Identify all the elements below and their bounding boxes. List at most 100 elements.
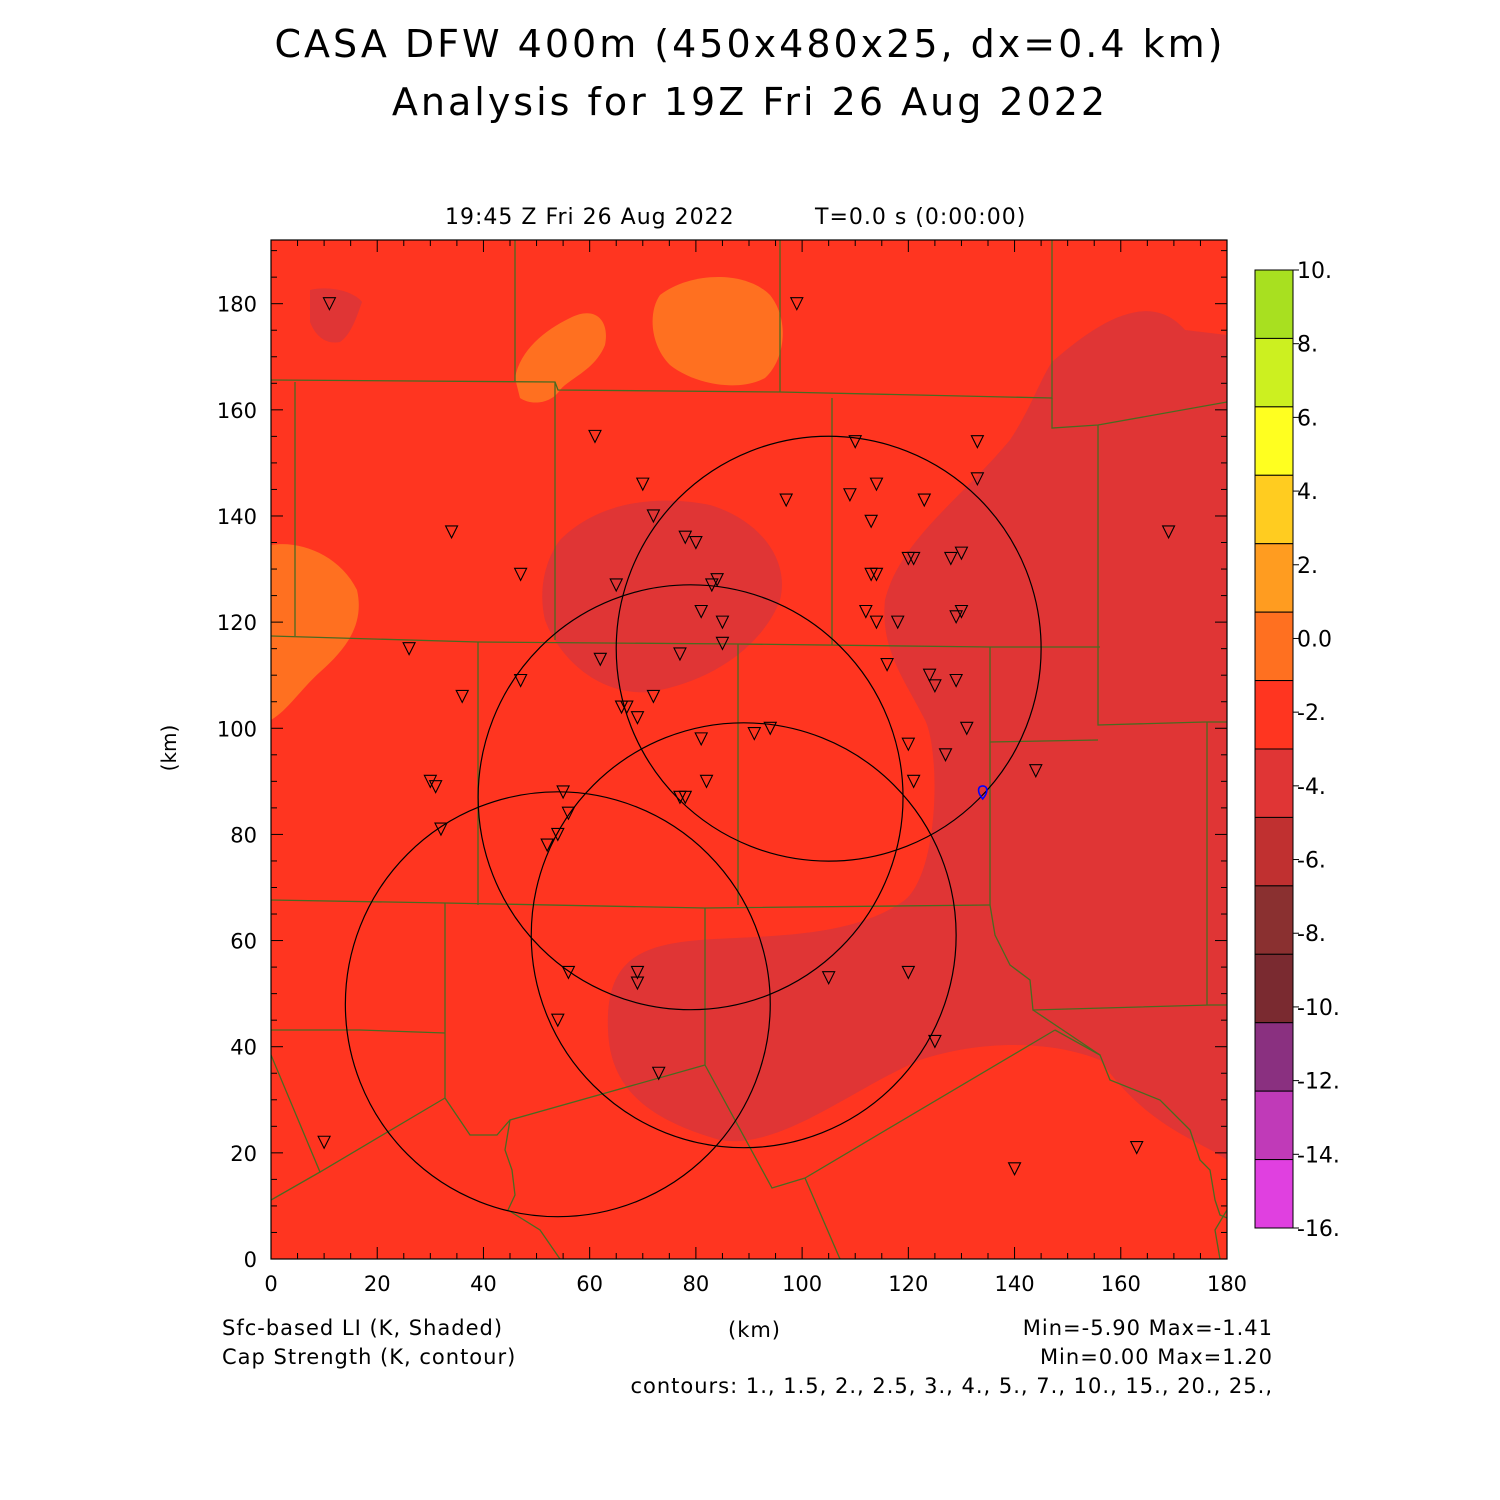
colorbar-label: 8. [1297, 333, 1318, 358]
station-marker [922, 668, 937, 683]
station-markers [317, 297, 1176, 1177]
colorbar-label: -12. [1297, 1070, 1340, 1095]
station-marker [970, 472, 985, 487]
station-marker [1007, 1162, 1022, 1177]
station-marker [779, 493, 794, 508]
contour-field-label: Cap Strength (K, contour) [222, 1345, 517, 1369]
x-tick-label: 20 [364, 1272, 391, 1296]
station-marker [423, 774, 438, 789]
station-marker [434, 822, 448, 837]
station-marker [513, 567, 528, 582]
colorbar-segment [1254, 885, 1294, 955]
colorbar-segment [1254, 680, 1294, 750]
station-marker [673, 647, 687, 662]
station-marker [428, 780, 443, 794]
county-line [444, 903, 706, 1136]
colorbar-label: 2. [1297, 554, 1318, 579]
colorbar-label: 0.0 [1297, 627, 1332, 652]
radar-range-rings [344, 435, 1042, 1218]
x-tick-label: 180 [1207, 1272, 1247, 1296]
station-marker [561, 806, 576, 821]
station-marker [317, 1135, 332, 1150]
y-tick-label: 60 [230, 930, 257, 954]
county-line [1214, 1209, 1227, 1259]
station-marker [694, 604, 709, 619]
colorbar-label: -10. [1297, 996, 1340, 1021]
county-line [271, 899, 991, 909]
plot-frame [270, 239, 1228, 1260]
station-marker [694, 732, 709, 747]
colorbar-label: -14. [1297, 1143, 1340, 1168]
station-marker [821, 971, 836, 985]
station-marker [1129, 1140, 1144, 1155]
contour-levels: contours: 1., 1.5, 2., 2.5, 3., 4., 5., … [630, 1374, 1273, 1398]
county-line [504, 1119, 561, 1259]
station-marker [864, 514, 879, 529]
colorbar-segment [1254, 953, 1294, 1024]
y-tick-label: 160 [217, 399, 257, 423]
shaded-field-label: Sfc-based LI (K, Shaded) [222, 1316, 504, 1340]
station-marker [646, 509, 661, 524]
colorbar-segment [1254, 611, 1294, 682]
chart-title: CASA DFW 400m (450x480x25, dx=0.4 km) [274, 22, 1226, 66]
station-marker [550, 1013, 565, 1028]
county-line [1032, 1009, 1101, 1056]
station-marker [715, 636, 730, 651]
station-marker [556, 785, 571, 800]
x-tick-label: 100 [782, 1272, 822, 1296]
county-line [271, 240, 1053, 399]
axis-tick-labels: 0 20 40 60 80 100 120 140 160 180 0 20 40 60 80 100 120 1… [217, 293, 1247, 1296]
station-marker [1028, 764, 1043, 778]
colorbar-segment [1254, 816, 1294, 887]
axis-ticks [270, 240, 1228, 1260]
chart-subtitle: Analysis for 19Z Fri 26 Aug 2022 [391, 80, 1109, 124]
county-line [989, 739, 1099, 743]
station-marker [970, 435, 985, 449]
colorbar-segment [1254, 543, 1294, 613]
station-marker [927, 679, 942, 694]
station-marker [609, 578, 624, 593]
station-marker [630, 965, 645, 980]
station-marker [959, 721, 974, 736]
colorbar-label: -6. [1297, 849, 1326, 874]
station-marker [954, 546, 969, 561]
colorbar-segment [1254, 406, 1294, 476]
radar-ring [477, 584, 904, 1011]
colorbar-labels: 10. 8. 6. 4. 2. 0.0 -2. -4. -6. -8. -10. -12. -14. -1… [1297, 259, 1340, 1242]
station-marker [646, 689, 661, 704]
station-marker [901, 737, 916, 752]
colorbar-segment [1254, 1159, 1294, 1229]
station-marker [848, 435, 863, 449]
station-marker [949, 610, 964, 625]
station-marker [678, 530, 693, 545]
x-tick-label: 120 [888, 1272, 928, 1296]
station-marker [906, 774, 921, 789]
station-marker [561, 965, 576, 980]
station-marker [869, 567, 884, 582]
station-marker [630, 711, 645, 725]
county-line [271, 1171, 321, 1201]
x-tick-label: 60 [576, 1272, 603, 1296]
station-marker [880, 658, 894, 672]
station-marker [954, 604, 969, 619]
colorbar-segment [1254, 1090, 1294, 1161]
county-line [1054, 1029, 1227, 1219]
li-field-minus4-region-3 [310, 288, 362, 343]
station-marker [858, 604, 873, 619]
station-marker [1161, 525, 1176, 540]
colorbar-segment [1254, 269, 1294, 339]
x-tick-label: 140 [995, 1272, 1035, 1296]
valid-time-label: 19:45 Z Fri 26 Aug 2022 [445, 205, 735, 230]
colorbar [1254, 269, 1299, 1229]
station-marker [455, 689, 470, 704]
station-marker [402, 642, 416, 656]
station-marker [789, 297, 804, 311]
shaded-minmax: Min=-5.90 Max=-1.41 [1022, 1316, 1273, 1340]
station-marker [635, 477, 650, 492]
li-field-zero-region-2 [515, 313, 606, 403]
station-marker [513, 673, 528, 688]
y-tick-label: 80 [230, 823, 257, 847]
station-marker [704, 578, 719, 593]
station-marker [901, 551, 916, 566]
county-line [804, 1177, 841, 1259]
